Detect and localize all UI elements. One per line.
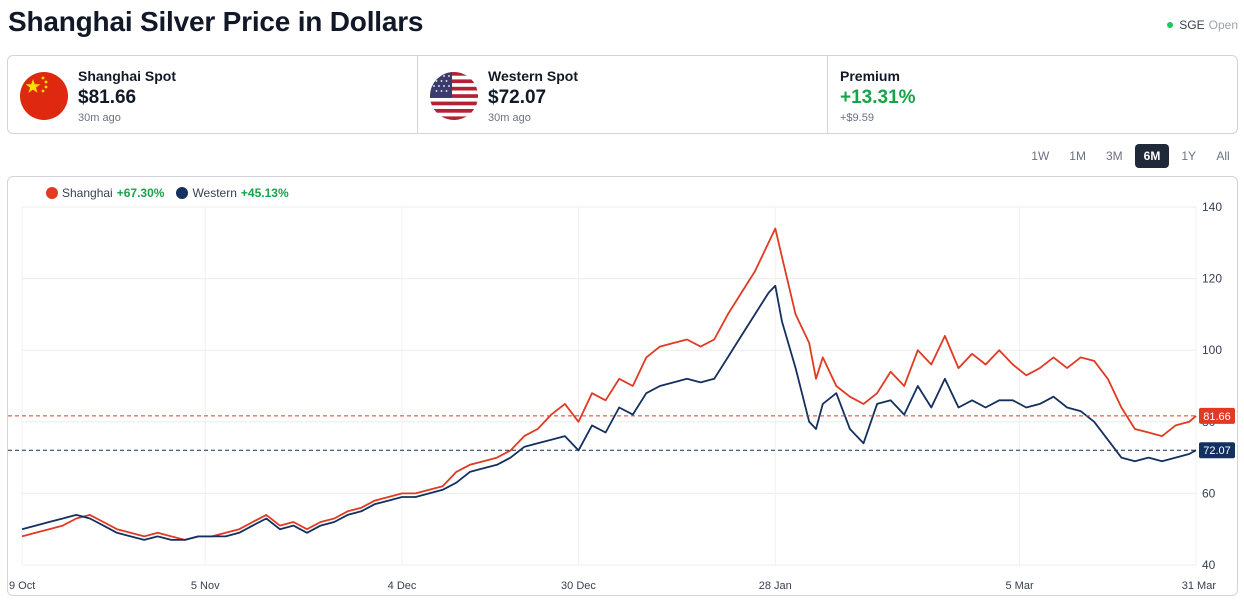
legend-label-shanghai: Shanghai (62, 186, 113, 200)
premium-card: Premium +13.31% +$9.59 (827, 56, 1237, 133)
series-line-shanghai (21, 227, 1197, 541)
range-6m-button[interactable]: 6M (1134, 144, 1170, 168)
page-title: Shanghai Silver Price in Dollars (8, 6, 424, 37)
shanghai-spot-value: $81.66 (78, 87, 137, 108)
x-tick-label: 4 Dec (388, 580, 417, 592)
y-tick-label: 60 (1202, 486, 1216, 500)
y-tick-label: 140 (1202, 200, 1222, 214)
price-cards: Shanghai Spot $81.66 30m ago Western Spo… (7, 55, 1238, 134)
premium-label: Premium (840, 68, 900, 84)
legend-label-western: Western (192, 186, 237, 200)
market-status: SGE Open (1167, 18, 1238, 32)
shanghai-dot-icon (46, 187, 58, 199)
usa-flag-icon (430, 72, 478, 120)
range-1m-button[interactable]: 1M (1069, 149, 1086, 163)
x-tick-label: 28 Jan (759, 580, 792, 592)
ref-tag-shanghai (1199, 407, 1235, 424)
y-tick-label: 40 (1202, 558, 1216, 572)
premium-dollar: +$9.59 (840, 112, 874, 124)
western-spot-value: $72.07 (488, 87, 547, 108)
market-state: Open (1208, 18, 1238, 32)
range-3m-button[interactable]: 3M (1105, 149, 1123, 163)
western-spot-label: Western Spot (488, 68, 578, 84)
y-tick-label: 120 (1202, 272, 1222, 286)
status-dot-icon (1167, 22, 1174, 28)
range-1y-button[interactable]: 1Y (1181, 149, 1196, 163)
market-source: SGE (1179, 18, 1205, 32)
legend-change-western: +45.13% (240, 186, 289, 200)
china-flag-icon (20, 72, 68, 120)
western-spot-card: Western Spot $72.07 30m ago (417, 56, 827, 133)
shanghai-spot-label: Shanghai Spot (78, 68, 176, 84)
x-tick-label: 5 Nov (191, 580, 220, 592)
series-line-western (21, 284, 1197, 541)
chart-legend: Shanghai +67.30% Western +45.13% (46, 186, 289, 200)
x-tick-label: 9 Oct (9, 580, 35, 592)
shanghai-spot-updated: 30m ago (78, 112, 121, 124)
x-tick-label: 31 Mar (1182, 580, 1217, 592)
premium-percent: +13.31% (840, 87, 916, 108)
x-tick-label: 5 Mar (1005, 580, 1033, 592)
legend-item-shanghai[interactable]: Shanghai +67.30% (46, 186, 164, 200)
western-spot-updated: 30m ago (488, 112, 531, 124)
shanghai-spot-card: Shanghai Spot $81.66 30m ago (8, 56, 417, 133)
ref-label-shanghai: 81.66 (1203, 411, 1231, 423)
ref-label-western: 72.07 (1203, 445, 1231, 457)
time-range-selector: 1W 1M 3M 6M 1Y All (1023, 144, 1238, 168)
legend-item-western[interactable]: Western +45.13% (176, 186, 289, 200)
western-dot-icon (176, 187, 189, 199)
legend-change-shanghai: +67.30% (116, 186, 165, 200)
ref-tag-western (1199, 442, 1235, 459)
y-tick-label: 100 (1202, 343, 1222, 357)
x-tick-label: 30 Dec (561, 580, 596, 592)
range-1w-button[interactable]: 1W (1031, 149, 1050, 163)
range-all-button[interactable]: All (1216, 149, 1230, 163)
price-chart: Shanghai +67.30% Western +45.13% 4060801… (7, 176, 1238, 596)
